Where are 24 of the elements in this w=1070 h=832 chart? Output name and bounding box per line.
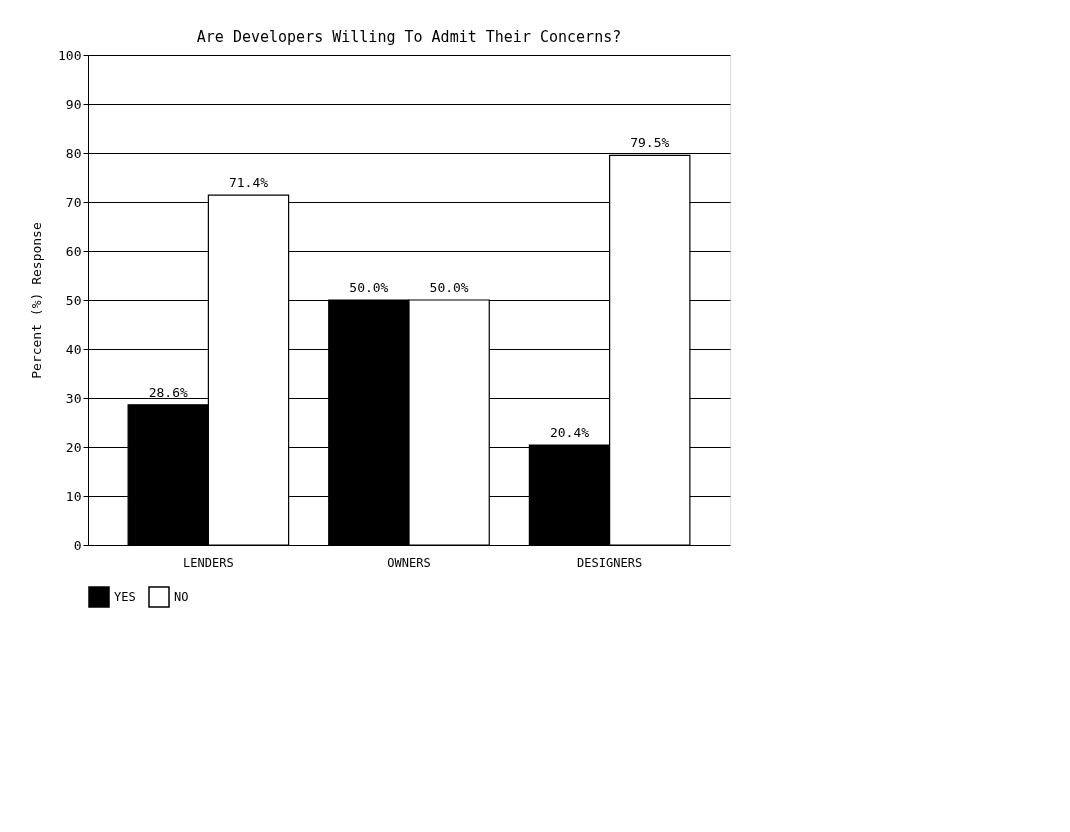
y-tick-label: 90 (65, 96, 82, 112)
legend-label: YES (114, 590, 136, 604)
y-tick-label: 40 (65, 341, 82, 357)
y-tick-label: 50 (65, 292, 82, 308)
data-label: 28.6% (148, 384, 188, 400)
data-label: 71.4% (228, 175, 269, 191)
y-axis-title: Percent (%) Response (29, 222, 45, 379)
x-tick-label: OWNERS (387, 555, 431, 570)
data-label: 20.4% (549, 425, 590, 441)
y-tick-label: 60 (65, 243, 82, 259)
y-tick-label: 20 (65, 439, 82, 455)
x-tick-label: DESIGNERS (577, 555, 643, 570)
y-tick-label: 100 (58, 47, 82, 63)
y-tick-label: 70 (65, 194, 82, 210)
x-tick-label: LENDERS (183, 555, 234, 570)
data-label: 50.0% (349, 280, 389, 295)
y-tick-label: 10 (65, 488, 82, 504)
y-tick-label: 30 (65, 390, 82, 406)
chart-title: Are Developers Willing To Admit Their Concerns? (196, 28, 622, 46)
y-tick-label: 80 (65, 145, 82, 161)
data-label: 50.0% (429, 280, 469, 295)
y-tick-label: 0 (73, 537, 82, 553)
data-label: 79.5% (630, 135, 670, 151)
legend-label: NO (174, 590, 189, 604)
